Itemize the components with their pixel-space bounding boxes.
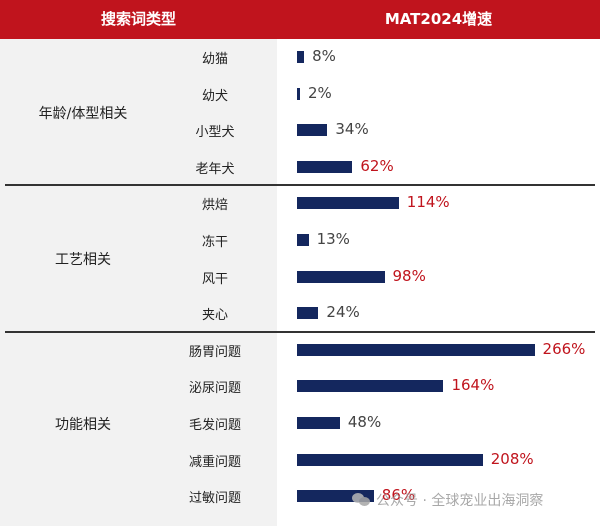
bar [297, 343, 535, 356]
value-label: 98% [392, 266, 426, 285]
category-label: 幼猫 [201, 52, 228, 67]
group-separator [5, 184, 595, 186]
group-label: 功能相关 [55, 417, 111, 433]
value-label: 2% [308, 83, 332, 102]
bar [297, 197, 399, 210]
bar [297, 417, 340, 429]
watermark: 公众号 · 全球宠业出海洞察 [352, 490, 543, 510]
value-label: 48% [347, 413, 382, 431]
bar [297, 87, 300, 100]
bar [297, 453, 483, 466]
value-label: 24% [326, 303, 360, 322]
group-separator [5, 331, 595, 333]
value-label: 266% [542, 339, 586, 358]
header-col-growth: MAT2024增速 [384, 10, 493, 28]
category-label: 毛发问题 [188, 418, 241, 433]
header-col-search-type: 搜索词类型 [100, 10, 176, 28]
bar [297, 270, 385, 283]
category-label: 风干 [201, 271, 228, 287]
bar [297, 124, 328, 137]
category-label: 冻干 [201, 235, 228, 250]
group-label: 年龄/体型相关 [38, 105, 128, 122]
value-label: 208% [490, 449, 534, 468]
value-label: 86% [381, 486, 416, 505]
category-column-background [0, 39, 277, 526]
category-label: 减重问题 [188, 454, 241, 470]
category-label: 烘焙 [201, 198, 228, 214]
group-label: 工艺相关 [55, 252, 111, 269]
category-label: 肠胃问题 [188, 344, 241, 360]
category-label: 小型犬 [195, 125, 235, 141]
bar [297, 380, 444, 393]
category-label: 老年犬 [195, 161, 235, 177]
value-label: 13% [316, 230, 350, 248]
category-label: 过敏问题 [188, 491, 241, 507]
table-header: 搜索词类型 MAT2024增速 [0, 0, 600, 39]
bar [297, 51, 305, 63]
value-label: 164% [451, 376, 495, 395]
category-label: 泌尿问题 [188, 381, 241, 397]
bar [297, 234, 309, 246]
value-label: 8% [312, 47, 336, 65]
bar [297, 160, 353, 173]
category-label: 夹心 [201, 308, 228, 324]
value-label: 114% [406, 193, 450, 212]
bar [297, 307, 319, 320]
wechat-icon [352, 492, 372, 508]
watermark-text: 公众号 · 全球宠业出海洞察 [376, 493, 544, 509]
value-label: 34% [335, 120, 369, 139]
category-label: 幼犬 [201, 88, 228, 104]
value-label: 62% [360, 156, 394, 175]
